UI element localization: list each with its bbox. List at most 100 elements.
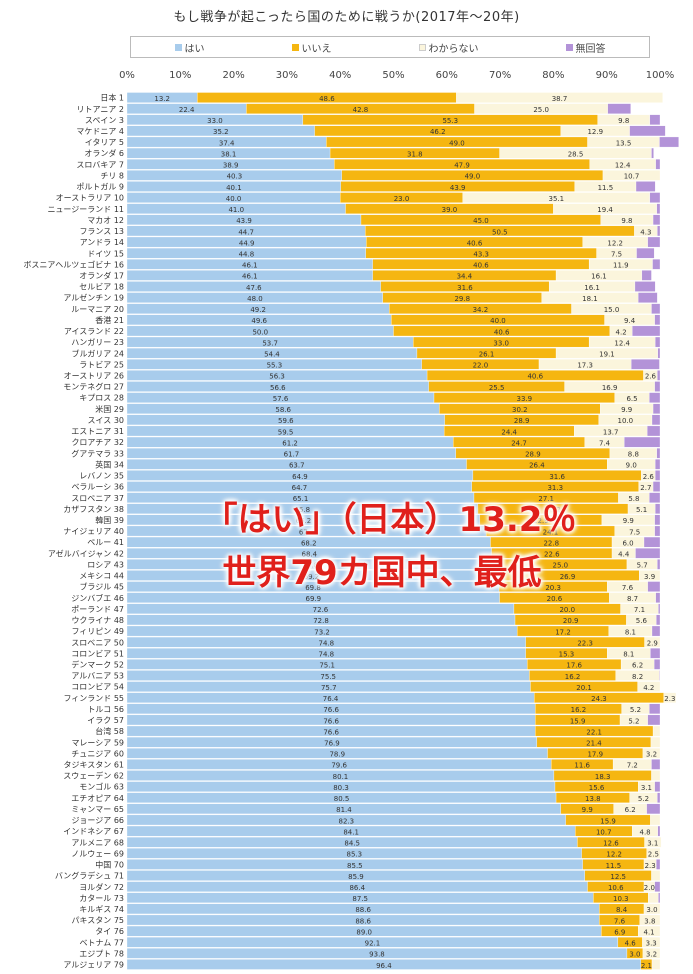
legend-item-unknown: わからない <box>418 40 479 55</box>
bar-noanswer <box>650 648 661 659</box>
category-label: ニュージーランド 11 <box>47 205 124 214</box>
data-label-yes: 78.9 <box>329 751 345 759</box>
data-label-no: 15.9 <box>570 717 586 725</box>
data-label-no: 4.6 <box>625 940 637 948</box>
bar-noanswer <box>654 381 661 392</box>
data-label-yes: 59.6 <box>278 417 294 425</box>
data-label-yes: 38.9 <box>223 162 239 170</box>
data-label-unknown: 2.7 <box>640 484 651 492</box>
bar-noanswer <box>646 803 661 815</box>
data-label-yes: 40.0 <box>226 195 242 203</box>
data-label-no: 25.5 <box>489 384 505 392</box>
data-label-unknown: 10.0 <box>618 417 634 425</box>
data-label-yes: 47.6 <box>246 284 262 292</box>
data-label-unknown: 4.1 <box>644 928 655 936</box>
data-label-no: 18.3 <box>595 773 611 781</box>
data-label-no: 11.5 <box>606 862 622 870</box>
data-label-no: 2.1 <box>641 962 652 970</box>
legend-swatch-yes <box>174 43 182 51</box>
category-label: デンマーク 52 <box>71 659 124 669</box>
bar-noanswer <box>651 625 661 637</box>
category-label: ドイツ 15 <box>87 249 124 258</box>
category-label: コロンビア 51 <box>71 649 124 658</box>
data-label-no: 39.0 <box>442 206 458 214</box>
bar-noanswer <box>635 181 656 192</box>
data-label-yes: 80.1 <box>333 773 349 781</box>
data-label-no: 12.6 <box>603 840 619 848</box>
data-label-no: 50.5 <box>492 228 508 236</box>
bar-unknown <box>651 770 661 781</box>
data-label-unknown: 7.4 <box>599 439 611 447</box>
data-label-yes: 80.3 <box>333 784 349 792</box>
bar-unknown <box>642 748 661 759</box>
data-label-yes: 84.5 <box>344 840 360 848</box>
data-label-unknown: 3.8 <box>644 917 655 925</box>
data-label-yes: 72.8 <box>313 617 329 625</box>
data-label-unknown: 5.7 <box>637 562 648 570</box>
bar-noanswer <box>649 192 661 203</box>
bar-unknown <box>637 925 661 937</box>
data-label-unknown: 38.7 <box>552 95 568 103</box>
category-label: マケドニア 4 <box>76 127 124 136</box>
category-label: ポーランド 47 <box>71 605 124 614</box>
data-label-no: 23.0 <box>394 195 410 203</box>
data-label-no: 15.3 <box>559 651 575 659</box>
data-label-unknown: 6.2 <box>625 806 636 814</box>
data-label-yes: 53.7 <box>262 339 278 347</box>
data-label-yes: 49.6 <box>251 317 267 325</box>
bar-noanswer <box>652 259 661 270</box>
legend-label-no: いいえ <box>301 43 332 55</box>
category-label: アンドラ 14 <box>80 238 124 247</box>
data-label-no: 31.6 <box>549 473 565 481</box>
category-label: カタール 73 <box>79 894 124 903</box>
data-label-unknown: 9.9 <box>623 517 634 525</box>
bar-noanswer <box>643 536 661 548</box>
data-label-unknown: 5.2 <box>630 706 641 714</box>
bar-noanswer <box>659 670 661 681</box>
bar-noanswer <box>607 103 631 114</box>
data-label-yes: 22.4 <box>179 106 195 114</box>
category-label: タジキスタン 61 <box>64 761 124 770</box>
data-label-unknown: 11.5 <box>598 184 614 192</box>
bar-noanswer <box>649 392 661 403</box>
category-label: マカオ 12 <box>87 216 124 225</box>
bar-noanswer <box>657 347 661 359</box>
data-label-no: 8.4 <box>616 906 628 914</box>
data-label-no: 34.4 <box>457 273 473 281</box>
data-label-yes: 88.6 <box>355 917 371 925</box>
category-label: ジンバブエ 46 <box>71 593 124 603</box>
data-label-no: 42.8 <box>353 106 369 114</box>
data-label-no: 15.6 <box>589 784 605 792</box>
data-label-unknown: 17.3 <box>577 362 593 370</box>
data-label-unknown: 11.9 <box>613 262 629 270</box>
data-label-yes: 55.3 <box>267 362 283 370</box>
data-label-no: 48.6 <box>319 95 335 103</box>
data-label-no: 29.8 <box>454 295 470 303</box>
bar-noanswer <box>635 548 661 559</box>
category-label: メキシコ 44 <box>79 572 124 581</box>
category-label: チリ 8 <box>100 171 124 180</box>
legend-item-yes: はい <box>174 40 205 55</box>
bar-unknown <box>644 836 662 848</box>
data-label-yes: 88.6 <box>355 906 371 914</box>
category-label: オーストラリア 10 <box>56 194 124 203</box>
data-label-yes: 41.0 <box>228 206 244 214</box>
category-label: ウクライナ 48 <box>71 616 124 625</box>
bar-unknown <box>639 914 661 926</box>
data-label-no: 15.9 <box>600 817 616 825</box>
category-label: ノルウェー 69 <box>71 849 124 858</box>
data-label-unknown: 8.1 <box>625 628 636 636</box>
category-label: ヨルダン 72 <box>79 882 124 892</box>
bar-noanswer <box>655 459 661 470</box>
category-label: ブラジル 45 <box>79 582 124 592</box>
category-label: レバノン 35 <box>79 472 124 481</box>
data-label-unknown: 5.1 <box>636 506 647 514</box>
bar-noanswer <box>652 403 661 414</box>
bar-noanswer <box>657 225 661 237</box>
data-label-yes: 85.9 <box>348 873 364 881</box>
data-label-no: 40.6 <box>527 373 543 381</box>
data-label-yes: 86.4 <box>349 884 365 892</box>
category-label: ハンガリー 23 <box>71 337 124 347</box>
data-label-no: 24.3 <box>591 695 607 703</box>
bar-noanswer <box>656 447 661 459</box>
